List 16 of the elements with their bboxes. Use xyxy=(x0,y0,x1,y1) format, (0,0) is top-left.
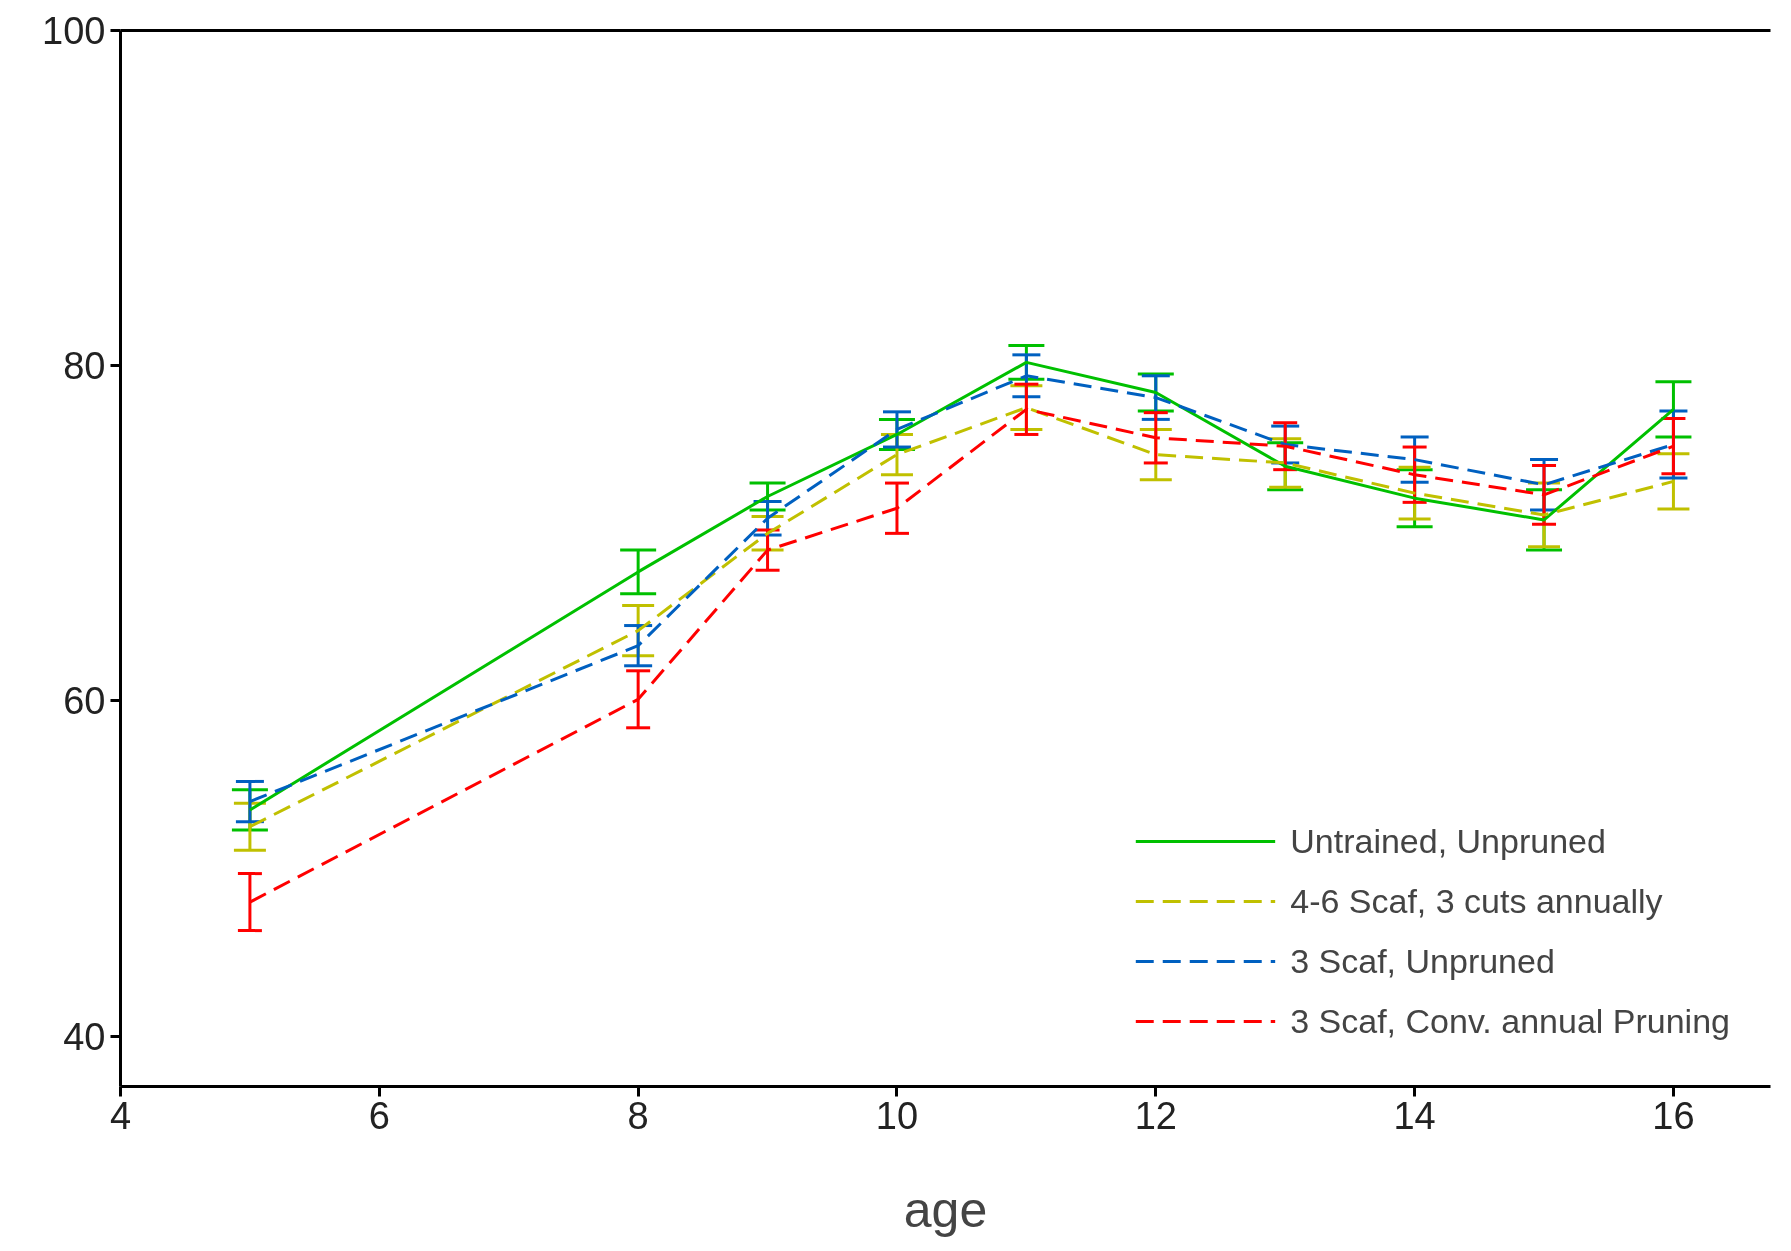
x-tick-label: 4 xyxy=(109,1094,132,1137)
x-tick-label: 6 xyxy=(368,1094,390,1137)
y-tick-label: 40 xyxy=(63,1015,106,1058)
legend-label: 3 Scaf, Conv. annual Pruning xyxy=(1290,1001,1730,1041)
y-tick-label: 60 xyxy=(63,680,106,723)
y-tick-label: 80 xyxy=(63,345,106,388)
x-tick-label: 10 xyxy=(875,1094,919,1137)
x-tick-label: 8 xyxy=(627,1094,649,1137)
x-tick-label: 12 xyxy=(1134,1094,1177,1137)
x-tick-label: 14 xyxy=(1393,1094,1436,1137)
y-tick-label: 100 xyxy=(42,10,106,52)
legend-label: Untrained, Unpruned xyxy=(1290,821,1606,861)
legend-label: 4-6 Scaf, 3 cuts annually xyxy=(1290,881,1663,921)
x-axis-title: age xyxy=(903,1181,988,1238)
x-tick-label: 16 xyxy=(1652,1094,1695,1137)
legend-label: 3 Scaf, Unpruned xyxy=(1290,941,1555,981)
